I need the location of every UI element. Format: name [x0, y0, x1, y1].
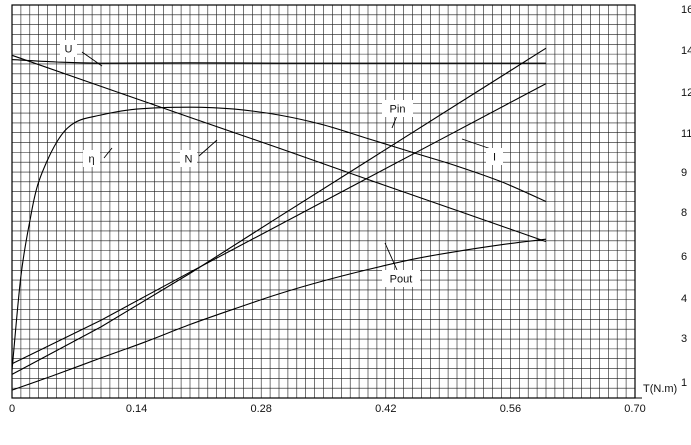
- x-tick-label: 0.14: [126, 403, 147, 415]
- series-n-label: N: [185, 154, 193, 166]
- series-i-label: I: [493, 152, 496, 164]
- x-axis: T(N.m): [635, 383, 677, 399]
- x-axis-label: T(N.m): [643, 383, 677, 395]
- series-n-line: [11, 54, 547, 243]
- series-u-line: [11, 59, 546, 64]
- series-eta-label-box: [83, 150, 100, 167]
- series-pout-label: Pout: [390, 274, 413, 286]
- x-tick-label: 0.28: [250, 403, 271, 415]
- y-tick-label: 14: [681, 45, 691, 57]
- x-tick-label: 0.56: [500, 403, 521, 415]
- plot-frame: [11, 4, 636, 399]
- y-tick-label: 8: [681, 207, 687, 219]
- series-pin-line: [11, 47, 547, 375]
- y-tick-label: 11: [681, 128, 691, 140]
- series-pin-label: Pin: [390, 104, 406, 116]
- y-tick-label: 9: [681, 167, 687, 179]
- x-tick-label: 0: [9, 403, 15, 415]
- series-i-label-box: [486, 148, 503, 165]
- curves: [11, 47, 547, 391]
- series-u-label-box: [60, 40, 77, 57]
- y-tick-label: 12: [681, 87, 691, 99]
- grid: [12, 5, 635, 398]
- series-pout-leader: [384, 242, 398, 271]
- y-tick-label: 16: [681, 4, 691, 16]
- y-tick-label: 4: [681, 293, 687, 305]
- series-u-label: U: [65, 44, 73, 56]
- series-pin-label-box: [382, 100, 413, 117]
- y-tick-label: 6: [681, 251, 687, 263]
- series-eta-line: [11, 106, 547, 371]
- series-eta-leader: [103, 147, 113, 159]
- y-tick-labels: 16 14 12 11 9 8 6 4 3 1: [681, 4, 691, 389]
- x-tick-label: 0.42: [375, 403, 396, 415]
- series-i-line: [11, 83, 547, 365]
- x-tick-label: 0.70: [624, 403, 645, 415]
- series-n-label-box: [180, 150, 197, 167]
- y-tick-label: 3: [681, 333, 687, 345]
- y-tick-label: 1: [681, 377, 687, 389]
- series-labels: U Nη Pin I Pout: [60, 40, 503, 287]
- series-pout-label-box: [382, 270, 420, 287]
- series-eta-label: η: [88, 154, 94, 166]
- series-n-leader: [198, 139, 218, 157]
- x-tick-labels: 0 0.14 0.28 0.42 0.56 0.70: [9, 403, 646, 415]
- series-pout-line: [11, 238, 547, 391]
- series-u-leader: [81, 51, 103, 67]
